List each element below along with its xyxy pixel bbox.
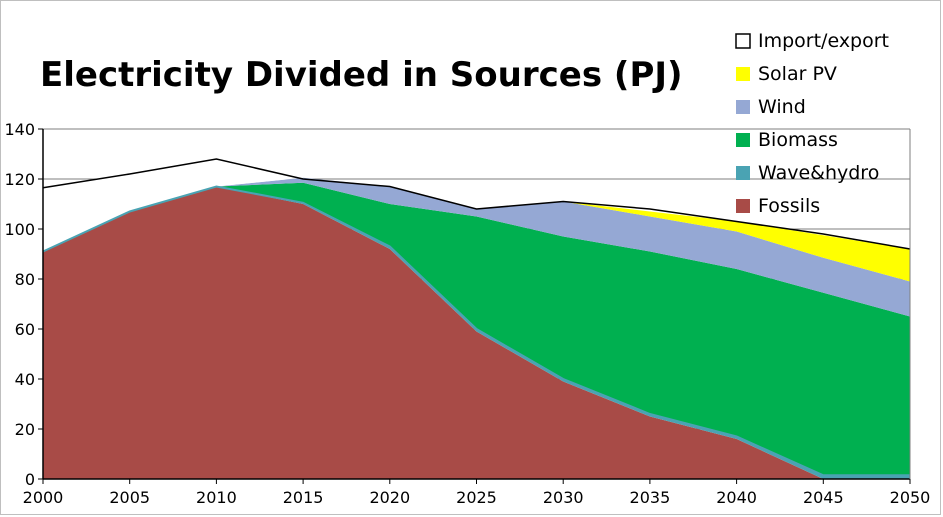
x-tick-label-2020: 2020 bbox=[369, 488, 410, 507]
legend-swatch-import-export bbox=[735, 33, 751, 49]
y-tick-label-140: 140 bbox=[4, 120, 35, 139]
legend-swatch-fossils bbox=[736, 199, 750, 213]
legend-label-wind: Wind bbox=[758, 96, 806, 118]
y-tick-label-60: 60 bbox=[15, 320, 35, 339]
x-tick-label-2010: 2010 bbox=[196, 488, 237, 507]
area-import-export bbox=[43, 159, 910, 252]
y-tick-label-80: 80 bbox=[15, 270, 35, 289]
line-wave-hydro bbox=[42, 185, 910, 477]
legend-label-import-export: Import/export bbox=[758, 30, 889, 52]
x-tick-label-2015: 2015 bbox=[283, 488, 324, 507]
legend: Import/export Solar PV Wind Biomass Wave&hyd… bbox=[735, 30, 889, 217]
legend-label-fossils: Fossils bbox=[758, 195, 820, 217]
legend-swatch-wind bbox=[736, 100, 750, 114]
legend-swatch-wave-hydro bbox=[736, 166, 750, 180]
line-total bbox=[42, 158, 911, 250]
series-areas bbox=[43, 159, 910, 479]
y-tick-label-100: 100 bbox=[4, 220, 35, 239]
x-tick-label-2040: 2040 bbox=[716, 488, 757, 507]
legend-item-import-export: Import/export bbox=[735, 30, 889, 52]
x-tick-label-2005: 2005 bbox=[109, 488, 150, 507]
area-wind bbox=[43, 177, 910, 317]
legend-item-wave-hydro: Wave&hydro bbox=[736, 162, 879, 184]
legend-label-wave-hydro: Wave&hydro bbox=[758, 162, 879, 184]
x-tick-label-2000: 2000 bbox=[23, 488, 64, 507]
area-fossils bbox=[43, 186, 910, 479]
x-tick-label-2035: 2035 bbox=[630, 488, 671, 507]
legend-item-solar-pv: Solar PV bbox=[736, 63, 837, 85]
x-tick-label-2030: 2030 bbox=[543, 488, 584, 507]
y-tick-label-20: 20 bbox=[15, 420, 35, 439]
x-tick-labels: 2000 2005 2010 2015 2020 2025 2030 2035 2040 2045… bbox=[23, 488, 931, 507]
chart-title: Electricity Divided in Sources (PJ) bbox=[40, 55, 683, 95]
series-lines bbox=[42, 158, 911, 477]
y-tick-label-40: 40 bbox=[15, 370, 35, 389]
y-tick-label-0: 0 bbox=[25, 470, 35, 489]
area-biomass bbox=[43, 182, 910, 476]
legend-item-wind: Wind bbox=[736, 96, 806, 118]
legend-label-solar-pv: Solar PV bbox=[758, 63, 837, 85]
axes bbox=[38, 128, 911, 484]
y-tick-label-120: 120 bbox=[4, 170, 35, 189]
legend-item-biomass: Biomass bbox=[736, 129, 838, 151]
x-tick-label-2045: 2045 bbox=[803, 488, 844, 507]
legend-swatch-solar-pv bbox=[736, 67, 750, 81]
legend-label-biomass: Biomass bbox=[758, 129, 838, 151]
x-tick-label-2050: 2050 bbox=[890, 488, 931, 507]
area-solar-pv bbox=[43, 177, 910, 282]
legend-swatch-biomass bbox=[736, 133, 750, 147]
y-tick-labels: 0 20 40 60 80 100 120 140 bbox=[4, 120, 35, 489]
legend-item-fossils: Fossils bbox=[736, 195, 820, 217]
x-tick-label-2025: 2025 bbox=[456, 488, 497, 507]
